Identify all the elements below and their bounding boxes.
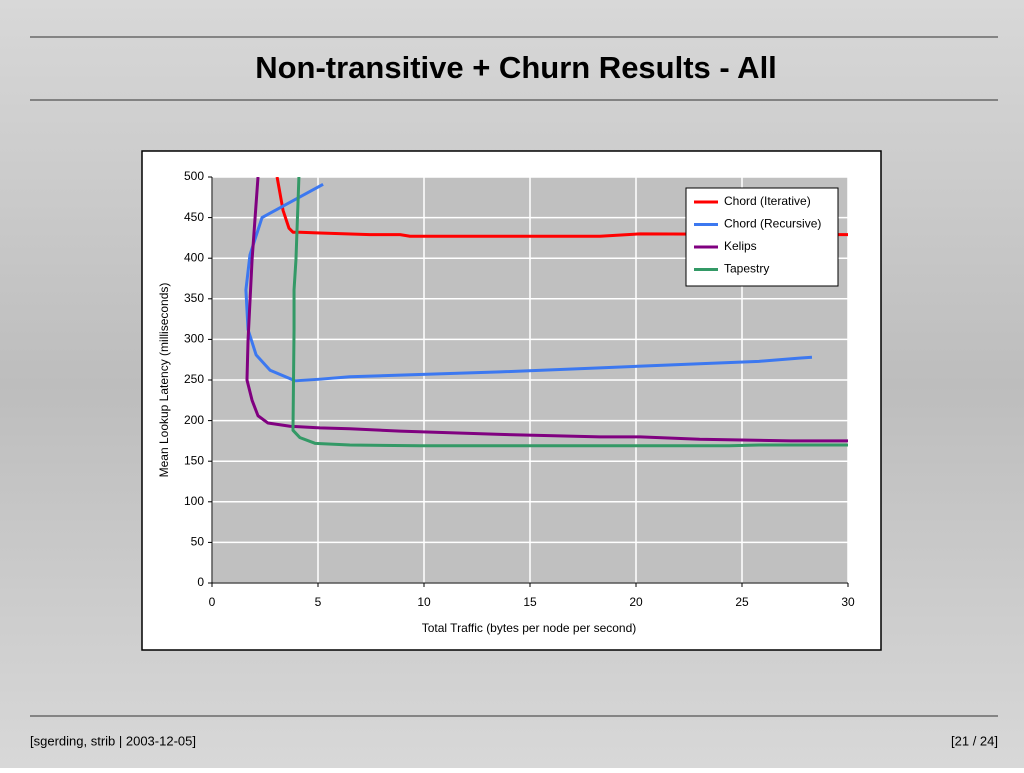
series-line <box>244 182 813 383</box>
y-tick-label: 0 <box>197 575 204 589</box>
x-tick-label: 25 <box>735 595 749 609</box>
footer-right: [21 / 24] <box>951 733 998 748</box>
slide-title: Non-transitive + Churn Results - All <box>255 50 777 85</box>
x-tick-label: 0 <box>209 595 216 609</box>
y-axis-label: Mean Lookup Latency (milliseconds) <box>157 283 171 478</box>
legend-label: Kelips <box>724 239 757 253</box>
legend-label: Chord (Iterative) <box>724 194 811 208</box>
series-line <box>245 177 848 443</box>
x-tick-label: 15 <box>523 595 537 609</box>
x-tick-label: 20 <box>629 595 643 609</box>
y-tick-label: 200 <box>184 413 204 427</box>
y-tick-label: 450 <box>184 210 204 224</box>
legend-label: Tapestry <box>724 262 769 276</box>
x-axis-label: Total Traffic (bytes per node per second… <box>422 621 637 635</box>
x-tick-label: 5 <box>315 595 322 609</box>
x-tick-label: 30 <box>841 595 855 609</box>
y-tick-label: 100 <box>184 494 204 508</box>
legend-label: Chord (Recursive) <box>724 217 821 231</box>
x-tick-label: 10 <box>417 595 431 609</box>
y-tick-label: 300 <box>184 332 204 346</box>
y-tick-label: 400 <box>184 250 204 264</box>
y-tick-label: 350 <box>184 291 204 305</box>
y-tick-label: 150 <box>184 453 204 467</box>
y-tick-label: 250 <box>184 372 204 386</box>
footer-left: [sgerding, strib | 2003-12-05] <box>30 733 196 748</box>
y-tick-label: 50 <box>191 535 205 549</box>
series-line <box>291 177 848 448</box>
lines <box>244 177 848 448</box>
series-line <box>275 177 848 238</box>
y-tick-label: 500 <box>184 169 204 183</box>
legend: Chord (Iterative) Chord (Recursive) Kelips… <box>685 187 839 287</box>
